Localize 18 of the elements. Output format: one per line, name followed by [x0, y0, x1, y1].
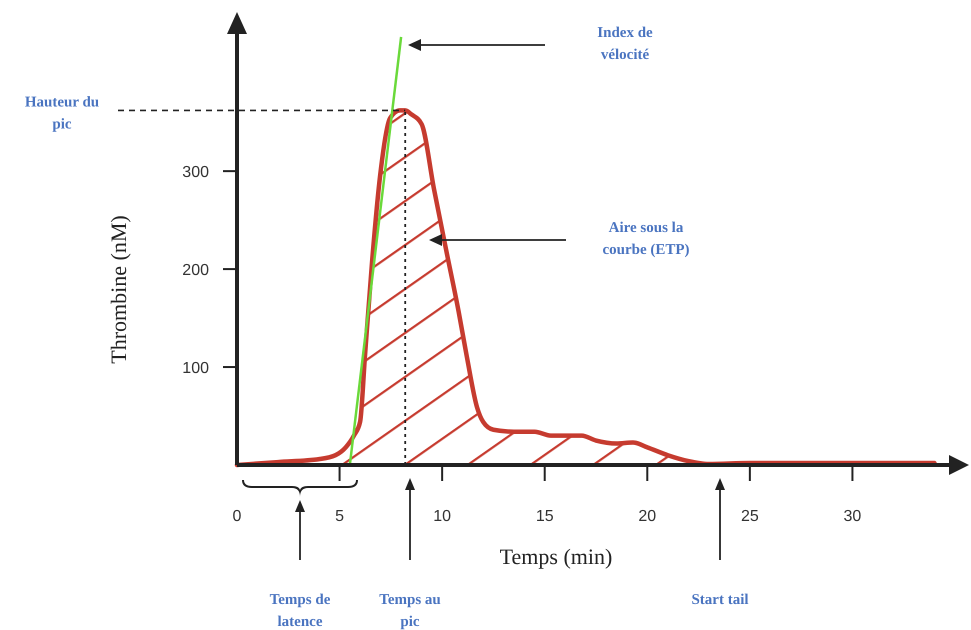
y-tick-label: 100 — [182, 360, 210, 378]
ref-line-label: Hauteur du pic — [24, 94, 100, 132]
text: Temps de latence — [270, 592, 331, 630]
text: Start tail — [691, 592, 749, 608]
x-tick-label: 25 — [740, 508, 759, 525]
y-tick-label: 200 — [182, 262, 210, 280]
annotation: Aire sous la courbe (ETP) — [602, 220, 690, 258]
x-tick-label: 10 — [433, 508, 452, 525]
x-tick-label: 5 — [335, 508, 344, 525]
x-tick-label: 20 — [638, 508, 656, 525]
x-tick-label: 30 — [844, 508, 862, 525]
x-tick-label: 0 — [232, 508, 242, 525]
annotation: Index de vélocité — [597, 25, 654, 63]
y-tick-label: 300 — [182, 164, 210, 182]
y-axis-title: Thrombine (nM) — [106, 215, 131, 364]
x-axis-title: Temps (min) — [500, 544, 612, 569]
x-tick-label: 15 — [536, 508, 554, 525]
text: Temps au pic — [379, 592, 441, 630]
